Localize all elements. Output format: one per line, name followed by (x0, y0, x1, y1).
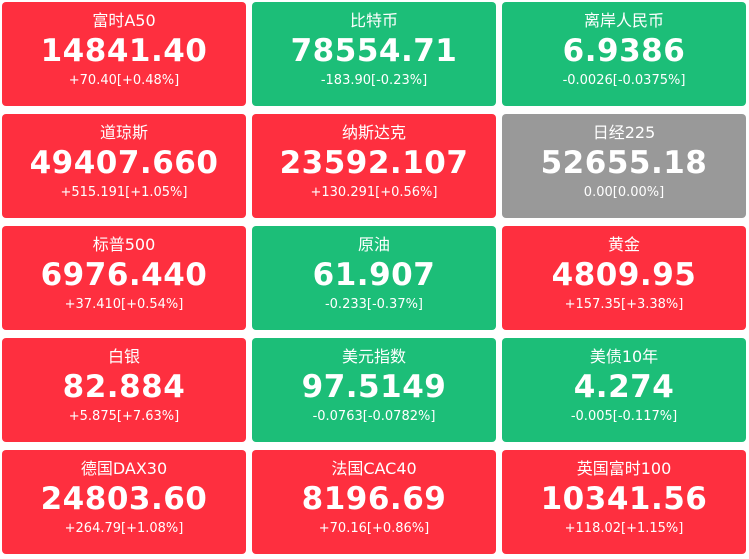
quote-name: 法国CAC40 (331, 459, 417, 478)
quote-price: 6976.440 (40, 257, 208, 293)
quote-tile-ftse-china-a50[interactable]: 富时A50 14841.40 +70.40[+0.48%] (2, 2, 246, 106)
quote-name: 英国富时100 (576, 459, 672, 478)
quote-change: -0.0026[-0.0375%] (562, 73, 686, 88)
quote-name: 道琼斯 (99, 123, 148, 142)
quote-change: +264.79[+1.08%] (64, 521, 184, 536)
quote-change: +37.410[+0.54%] (64, 297, 184, 312)
quote-price: 97.5149 (301, 369, 447, 405)
quote-name: 离岸人民币 (583, 11, 664, 30)
quote-tile-bitcoin[interactable]: 比特币 78554.71 -183.90[-0.23%] (252, 2, 496, 106)
quote-price: 49407.660 (29, 145, 219, 181)
quote-change: +157.35[+3.38%] (564, 297, 684, 312)
quote-name: 美元指数 (341, 347, 406, 366)
quote-change: +70.40[+0.48%] (68, 73, 180, 88)
quote-name: 标普500 (92, 235, 156, 254)
quote-change: -0.005[-0.117%] (570, 409, 678, 424)
quote-name: 德国DAX30 (80, 459, 168, 478)
quote-price: 4809.95 (551, 257, 697, 293)
quote-name: 美债10年 (589, 347, 659, 366)
quote-price: 6.9386 (562, 33, 686, 69)
quote-price: 61.907 (312, 257, 436, 293)
quote-name: 富时A50 (92, 11, 156, 30)
quote-name: 黄金 (607, 235, 640, 254)
quote-price: 24803.60 (40, 481, 208, 517)
quote-change: -0.233[-0.37%] (324, 297, 424, 312)
quote-tile-dow-jones[interactable]: 道琼斯 49407.660 +515.191[+1.05%] (2, 114, 246, 218)
quote-name: 原油 (357, 235, 390, 254)
quote-price: 14841.40 (40, 33, 208, 69)
quote-tile-silver[interactable]: 白银 82.884 +5.875[+7.63%] (2, 338, 246, 442)
quote-change: 0.00[0.00%] (583, 185, 665, 200)
quote-price: 8196.69 (301, 481, 447, 517)
quote-tile-gold[interactable]: 黄金 4809.95 +157.35[+3.38%] (502, 226, 746, 330)
quote-tile-uk-ftse100[interactable]: 英国富时100 10341.56 +118.02[+1.15%] (502, 450, 746, 554)
quote-tile-nasdaq[interactable]: 纳斯达克 23592.107 +130.291[+0.56%] (252, 114, 496, 218)
quote-price: 52655.18 (540, 145, 708, 181)
quote-change: +118.02[+1.15%] (564, 521, 684, 536)
quote-tile-nikkei-225[interactable]: 日经225 52655.18 0.00[0.00%] (502, 114, 746, 218)
quote-change: +515.191[+1.05%] (60, 185, 188, 200)
quote-change: -183.90[-0.23%] (320, 73, 428, 88)
quote-change: +130.291[+0.56%] (310, 185, 438, 200)
quote-change: -0.0763[-0.0782%] (312, 409, 436, 424)
quote-name: 纳斯达克 (341, 123, 406, 142)
quote-tile-dollar-index[interactable]: 美元指数 97.5149 -0.0763[-0.0782%] (252, 338, 496, 442)
quote-price: 10341.56 (540, 481, 708, 517)
quote-tile-france-cac40[interactable]: 法国CAC40 8196.69 +70.16[+0.86%] (252, 450, 496, 554)
quote-tile-crude-oil[interactable]: 原油 61.907 -0.233[-0.37%] (252, 226, 496, 330)
quote-name: 日经225 (592, 123, 656, 142)
quote-tile-germany-dax30[interactable]: 德国DAX30 24803.60 +264.79[+1.08%] (2, 450, 246, 554)
quote-name: 比特币 (349, 11, 398, 30)
quote-name: 白银 (107, 347, 140, 366)
quote-tile-us-10y-treasury[interactable]: 美债10年 4.274 -0.005[-0.117%] (502, 338, 746, 442)
quote-price: 4.274 (573, 369, 675, 405)
quote-price: 78554.71 (290, 33, 458, 69)
quote-tile-offshore-rmb[interactable]: 离岸人民币 6.9386 -0.0026[-0.0375%] (502, 2, 746, 106)
quote-price: 23592.107 (279, 145, 469, 181)
quote-change: +5.875[+7.63%] (68, 409, 180, 424)
quote-price: 82.884 (62, 369, 186, 405)
quote-change: +70.16[+0.86%] (318, 521, 430, 536)
quote-tile-sp500[interactable]: 标普500 6976.440 +37.410[+0.54%] (2, 226, 246, 330)
